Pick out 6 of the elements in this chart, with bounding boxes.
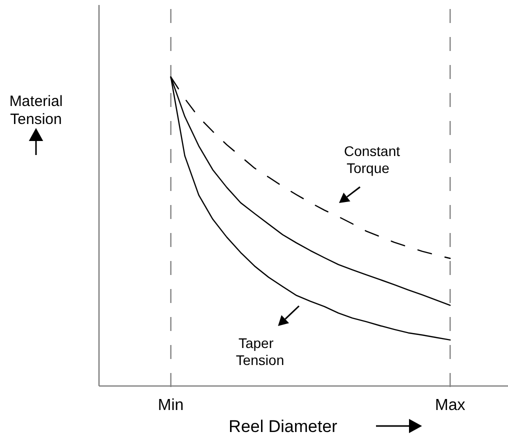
x-tick-label: Max: [435, 397, 466, 414]
text: Constant Torque: [344, 143, 400, 176]
x-tick-label: Min: [158, 397, 184, 414]
y-axis-title: Material Tension: [9, 93, 63, 128]
annotation: Taper Tension: [236, 335, 284, 368]
x-axis-title: Reel Diameter: [228, 417, 338, 436]
